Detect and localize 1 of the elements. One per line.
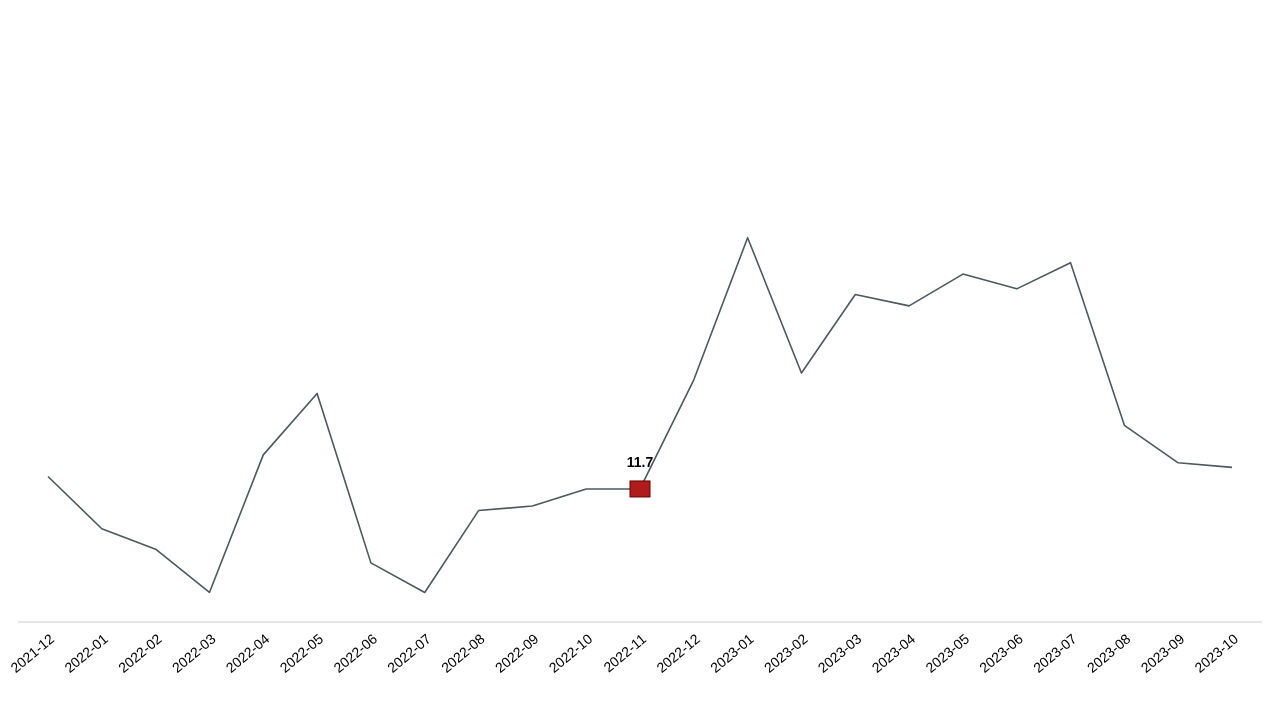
data-label: 11.7 xyxy=(626,453,654,470)
